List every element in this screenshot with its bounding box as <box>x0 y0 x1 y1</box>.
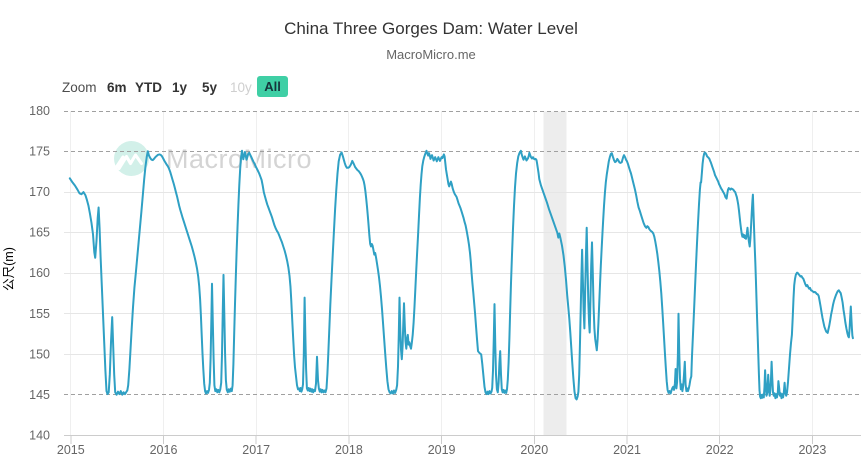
svg-text:160: 160 <box>29 266 50 280</box>
svg-text:2023: 2023 <box>798 443 826 457</box>
svg-text:165: 165 <box>29 226 50 240</box>
svg-text:2017: 2017 <box>242 443 270 457</box>
svg-text:150: 150 <box>29 347 50 361</box>
svg-text:2016: 2016 <box>150 443 178 457</box>
svg-text:155: 155 <box>29 307 50 321</box>
svg-text:2020: 2020 <box>520 443 548 457</box>
svg-text:2021: 2021 <box>613 443 641 457</box>
svg-text:2018: 2018 <box>335 443 363 457</box>
svg-text:2019: 2019 <box>428 443 456 457</box>
svg-text:140: 140 <box>29 429 50 443</box>
svg-text:2022: 2022 <box>706 443 734 457</box>
svg-text:2015: 2015 <box>57 443 85 457</box>
svg-text:180: 180 <box>29 104 50 118</box>
svg-text:公尺(m): 公尺(m) <box>2 247 16 291</box>
svg-text:MacroMicro: MacroMicro <box>166 144 312 174</box>
svg-text:170: 170 <box>29 185 50 199</box>
svg-text:145: 145 <box>29 388 50 402</box>
svg-text:175: 175 <box>29 145 50 159</box>
